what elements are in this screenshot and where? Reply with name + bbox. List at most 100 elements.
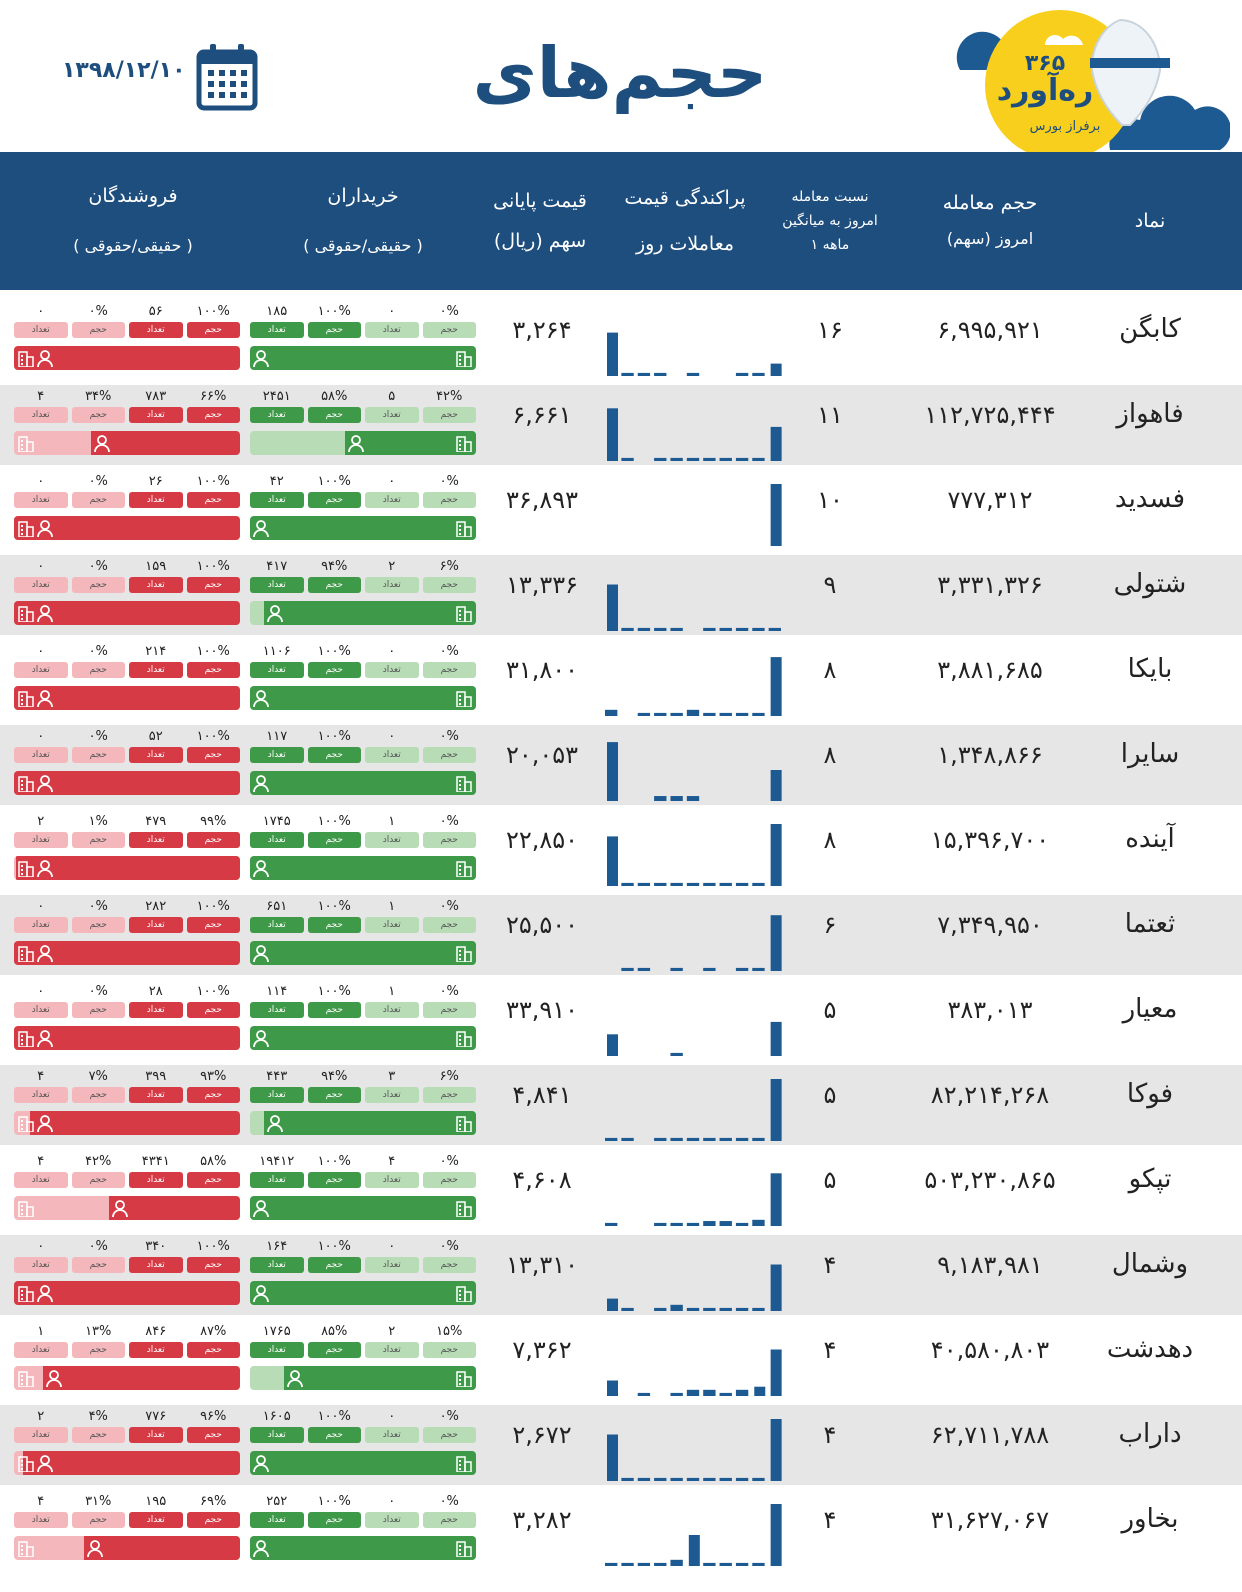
symbol-cell[interactable]: فاهواز [1116, 399, 1184, 429]
buyers-values: ۱۶۴ ۱۰۰% ۰ ۰% [250, 1239, 476, 1255]
header-buyers-line1: خریداران [327, 185, 399, 207]
brand-logo: ره‌آورد ۳۶۵ برفراز بورس [930, 0, 1232, 165]
sellers-ratio-bar [14, 686, 240, 710]
sellers-block: ۲ ۱% ۴۷۹ ۹۹% تعداد حجم تعداد حجم [14, 810, 240, 890]
buyers-real-volume-pill: حجم [307, 577, 361, 593]
dispersion-bar [703, 1389, 716, 1396]
dispersion-bar [670, 1559, 683, 1566]
dispersion-bar [654, 1307, 667, 1311]
symbol-cell[interactable]: داراب [1118, 1419, 1182, 1449]
dispersion-bar [735, 1389, 749, 1396]
sellers-legal-volume-pill: حجم [71, 917, 125, 933]
volume-cell: ۶,۹۹۵,۹۲۱ [937, 316, 1043, 344]
dispersion-bar [735, 712, 749, 716]
ratio-cell: ۱۱ [817, 401, 843, 429]
dispersion-bar [735, 1307, 749, 1311]
dispersion-bar [637, 1562, 651, 1566]
dispersion-bar [605, 1562, 618, 1566]
person-icon [36, 349, 54, 368]
sellers-legal-count-pill: تعداد [14, 917, 68, 933]
buyers-real-volume-pill: حجم [307, 662, 361, 678]
sellers-legal-count-pill: تعداد [14, 1257, 68, 1273]
sellers-ratio-bar [14, 1536, 240, 1560]
symbol-cell[interactable]: ثعتما [1124, 909, 1176, 939]
sellers-ratio-bar [14, 601, 240, 625]
buyers-legal-count: ۰ [388, 644, 396, 659]
dispersion-bar [637, 627, 651, 631]
buyers-pills: تعداد حجم تعداد حجم [250, 832, 476, 850]
buyers-real-count: ۴۱۷ [266, 559, 288, 574]
sellers-block: ۰ ۰% ۵۲ ۱۰۰% تعداد حجم تعداد حجم [14, 725, 240, 805]
sellers-ratio-bar [14, 1366, 240, 1390]
symbol-cell[interactable]: معیار [1122, 994, 1178, 1024]
symbol-cell[interactable]: بخاور [1121, 1504, 1179, 1534]
buyers-legal-count: ۴ [388, 1154, 396, 1169]
symbol-cell[interactable]: فوکا [1126, 1079, 1174, 1109]
dispersion-bar [735, 882, 749, 886]
building-icon [18, 519, 34, 538]
symbol-cell[interactable]: آینده [1125, 824, 1175, 854]
building-icon [456, 1539, 472, 1558]
buyers-legal-count: ۰ [388, 1239, 396, 1254]
buyers-values: ۴۱۷ ۹۴% ۲ ۶% [250, 559, 476, 575]
dispersion-bar [719, 1137, 732, 1141]
buyers-ratio-bar [250, 941, 476, 965]
building-icon [18, 1284, 34, 1303]
symbol-cell[interactable]: دهدشت [1106, 1334, 1194, 1364]
volume-cell: ۹,۱۸۳,۹۸۱ [937, 1251, 1043, 1279]
ratio-cell: ۴ [823, 1506, 837, 1534]
buyers-pills: تعداد حجم تعداد حجم [250, 1427, 476, 1445]
sellers-pills: تعداد حجم تعداد حجم [14, 662, 240, 680]
buyers-real-volume-pill: حجم [307, 917, 361, 933]
building-icon [18, 944, 34, 963]
dispersion-bar [752, 712, 765, 716]
dispersion-bar [654, 627, 667, 631]
buyers-legal-volume-pill: حجم [422, 1172, 476, 1188]
dispersion-bar [703, 1137, 716, 1141]
building-icon [18, 1199, 34, 1218]
dispersion-bar [770, 1021, 782, 1056]
sellers-legal-count-pill: تعداد [14, 492, 68, 508]
sellers-legal-count: ۰ [37, 984, 45, 999]
symbol-cell[interactable]: فسدید [1114, 484, 1186, 514]
ratio-cell: ۴ [823, 1336, 837, 1364]
sellers-real-count: ۷۷۶ [145, 1409, 167, 1424]
dispersion-bar [770, 1419, 782, 1481]
dispersion-bar [654, 457, 667, 461]
symbol-cell[interactable]: تپکو [1128, 1164, 1172, 1194]
buyers-real-count: ۱۷۴۵ [262, 814, 291, 829]
buyers-real-fill [250, 1281, 476, 1305]
sellers-real-count: ۸۴۶ [145, 1324, 167, 1339]
dispersion-bar [752, 627, 765, 631]
sellers-block: ۰ ۰% ۲۸۲ ۱۰۰% تعداد حجم تعداد حجم [14, 895, 240, 975]
price-dispersion-chart [607, 1349, 782, 1396]
price-cell: ۳۱,۸۰۰ [505, 656, 579, 684]
sellers-real-count-pill: تعداد [129, 1002, 183, 1018]
table-header: نماد حجم معامله امروز (سهم) نسبت معامله … [0, 152, 1242, 290]
sellers-block: ۴ ۴۲% ۴۳۴۱ ۵۸% تعداد حجم تعداد حجم [14, 1150, 240, 1230]
symbol-cell[interactable]: کابگن [1119, 314, 1181, 344]
building-icon [456, 859, 472, 878]
sellers-values: ۴ ۳۴% ۷۸۳ ۶۶% [14, 389, 240, 405]
symbol-cell[interactable]: شتولی [1113, 569, 1187, 599]
buyers-legal-volume: ۶% [439, 1069, 459, 1084]
buyers-legal-volume-pill: حجم [422, 832, 476, 848]
dispersion-bar [637, 967, 651, 971]
symbol-cell[interactable]: وشمال [1111, 1249, 1189, 1279]
buyers-legal-volume-pill: حجم [422, 1512, 476, 1528]
buyers-legal-count: ۵ [388, 389, 396, 404]
sellers-legal-volume: ۰% [88, 644, 108, 659]
buyers-ratio-bar [250, 1366, 476, 1390]
dispersion-bar [703, 967, 716, 971]
sellers-real-volume-pill: حجم [186, 1427, 240, 1443]
person-icon [36, 689, 54, 708]
symbol-cell[interactable]: بایکا [1127, 654, 1173, 684]
dispersion-bar [670, 796, 683, 801]
symbol-cell[interactable]: سایرا [1120, 739, 1180, 769]
sellers-real-count-pill: تعداد [129, 577, 183, 593]
dispersion-bar [719, 1477, 732, 1481]
sellers-legal-volume-pill: حجم [71, 662, 125, 678]
dispersion-bar [719, 712, 732, 716]
table-row: دهدشت ۴۰,۵۸۰,۸۰۳ ۴ ۷,۳۶۲ ۱۷۶۵ ۸۵% ۲ ۱۵% … [0, 1320, 1242, 1400]
buyers-block: ۱۱۷ ۱۰۰% ۰ ۰% تعداد حجم تعداد حجم [250, 725, 476, 805]
